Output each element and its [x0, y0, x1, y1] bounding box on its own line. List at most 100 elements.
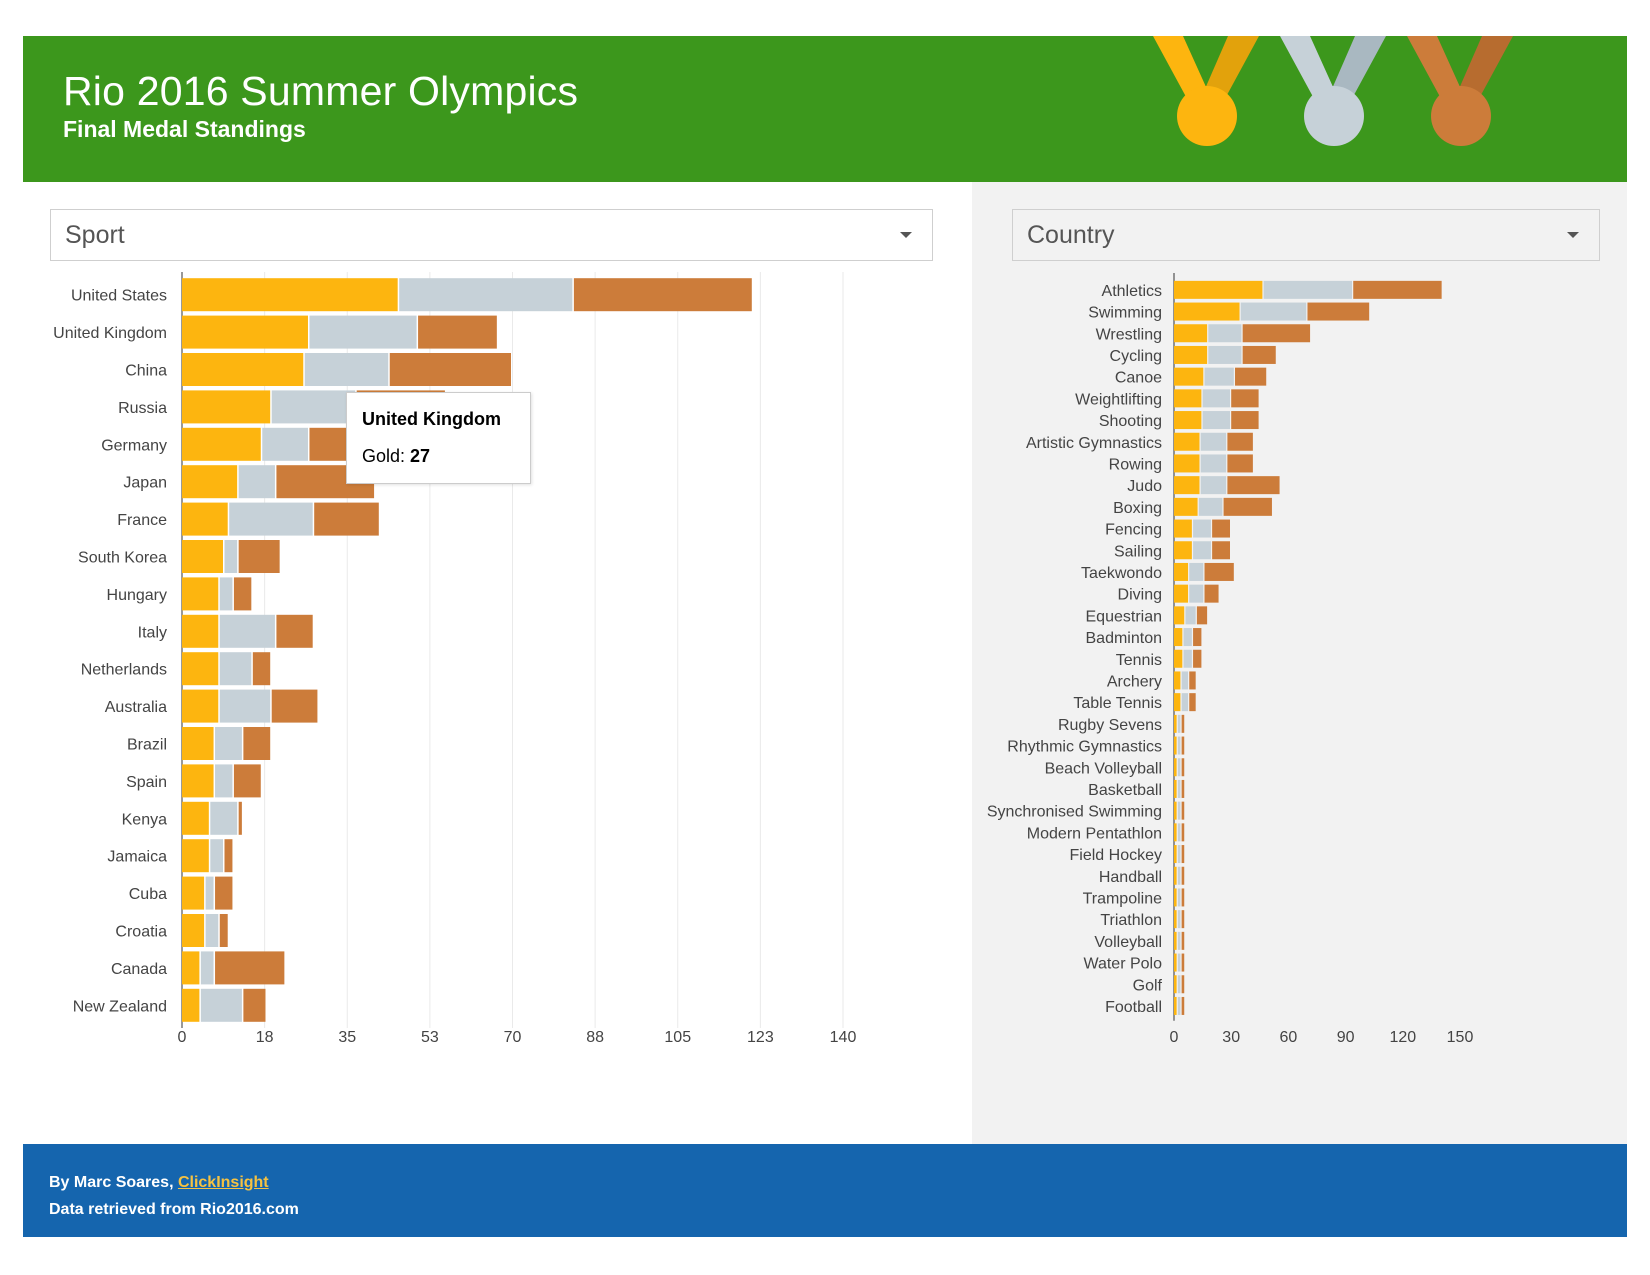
bar-swimming-silver[interactable] [1240, 302, 1307, 321]
bar-canoe-silver[interactable] [1204, 367, 1234, 386]
bar-table-tennis-silver[interactable] [1181, 693, 1189, 712]
bar-south-korea-gold[interactable] [182, 540, 223, 573]
bar-water-polo-silver[interactable] [1177, 953, 1181, 972]
bar-netherlands-bronze[interactable] [252, 652, 271, 686]
bar-rowing-silver[interactable] [1200, 454, 1227, 473]
bar-china-gold[interactable] [182, 353, 304, 386]
bar-boxing-gold[interactable] [1174, 497, 1198, 516]
bar-basketball-silver[interactable] [1177, 779, 1181, 798]
bar-france-gold[interactable] [182, 502, 228, 536]
bar-golf-silver[interactable] [1177, 975, 1181, 994]
bar-diving-bronze[interactable] [1204, 584, 1219, 603]
bar-wrestling-bronze[interactable] [1242, 324, 1311, 343]
bar-diving-silver[interactable] [1189, 584, 1204, 603]
bar-table-tennis-gold[interactable] [1174, 693, 1181, 712]
bar-boxing-bronze[interactable] [1223, 497, 1272, 516]
bar-netherlands-silver[interactable] [219, 652, 252, 686]
bar-brazil-silver[interactable] [215, 727, 242, 760]
bar-archery-silver[interactable] [1181, 671, 1189, 690]
bar-taekwondo-gold[interactable] [1174, 562, 1189, 581]
bar-spain-gold[interactable] [182, 764, 214, 798]
bar-modern-pentathlon-silver[interactable] [1177, 823, 1181, 842]
bar-sailing-silver[interactable] [1193, 541, 1211, 560]
bar-equestrian-gold[interactable] [1174, 606, 1185, 625]
bar-modern-pentathlon-bronze[interactable] [1181, 823, 1185, 842]
bar-hungary-gold[interactable] [182, 577, 219, 611]
bar-russia-gold[interactable] [182, 390, 271, 424]
bar-weightlifting-silver[interactable] [1202, 389, 1230, 408]
bar-football-gold[interactable] [1174, 996, 1177, 1015]
bar-new-zealand-gold[interactable] [182, 988, 200, 1022]
bar-weightlifting-bronze[interactable] [1231, 389, 1259, 408]
bar-australia-silver[interactable] [219, 689, 271, 723]
bar-jamaica-gold[interactable] [182, 839, 209, 873]
bar-cuba-gold[interactable] [182, 876, 205, 910]
bar-beach-volleyball-gold[interactable] [1174, 758, 1177, 777]
bar-south-korea-bronze[interactable] [238, 540, 280, 573]
bar-trampoline-bronze[interactable] [1181, 888, 1185, 907]
bar-trampoline-silver[interactable] [1177, 888, 1181, 907]
bar-rowing-gold[interactable] [1174, 454, 1200, 473]
bar-volleyball-bronze[interactable] [1181, 931, 1185, 950]
bar-tennis-silver[interactable] [1183, 649, 1192, 668]
bar-golf-bronze[interactable] [1181, 975, 1185, 994]
bar-swimming-bronze[interactable] [1307, 302, 1370, 321]
bar-italy-silver[interactable] [219, 614, 275, 648]
bar-judo-bronze[interactable] [1227, 476, 1280, 495]
sport-filter-dropdown[interactable]: Sport [50, 209, 933, 261]
bar-canoe-gold[interactable] [1174, 367, 1204, 386]
bar-shooting-silver[interactable] [1202, 411, 1230, 430]
bar-archery-gold[interactable] [1174, 671, 1181, 690]
bar-athletics-silver[interactable] [1263, 280, 1353, 299]
bar-football-silver[interactable] [1177, 996, 1181, 1015]
bar-germany-silver[interactable] [262, 427, 308, 461]
bar-sailing-gold[interactable] [1174, 541, 1192, 560]
bar-cycling-bronze[interactable] [1242, 345, 1276, 364]
bar-france-silver[interactable] [229, 502, 313, 536]
bar-rugby-sevens-bronze[interactable] [1181, 714, 1185, 733]
bar-australia-gold[interactable] [182, 689, 219, 723]
bar-synchronised-swimming-bronze[interactable] [1181, 801, 1185, 820]
bar-new-zealand-silver[interactable] [200, 988, 242, 1022]
bar-athletics-bronze[interactable] [1353, 280, 1442, 299]
bar-cycling-silver[interactable] [1208, 345, 1242, 364]
bar-cuba-silver[interactable] [205, 876, 214, 910]
bar-artistic-gymnastics-bronze[interactable] [1227, 432, 1253, 451]
bar-spain-silver[interactable] [215, 764, 233, 798]
bar-taekwondo-bronze[interactable] [1204, 562, 1234, 581]
bar-tennis-bronze[interactable] [1193, 649, 1202, 668]
bar-equestrian-bronze[interactable] [1196, 606, 1208, 625]
bar-golf-gold[interactable] [1174, 975, 1177, 994]
bar-basketball-bronze[interactable] [1181, 779, 1185, 798]
bar-south-korea-silver[interactable] [224, 540, 238, 573]
bar-weightlifting-gold[interactable] [1174, 389, 1202, 408]
bar-hungary-silver[interactable] [219, 577, 233, 611]
bar-canoe-bronze[interactable] [1235, 367, 1267, 386]
bar-water-polo-gold[interactable] [1174, 953, 1177, 972]
bar-triathlon-gold[interactable] [1174, 910, 1177, 929]
country-filter-dropdown[interactable]: Country [1012, 209, 1600, 261]
bar-synchronised-swimming-silver[interactable] [1177, 801, 1181, 820]
bar-canada-gold[interactable] [182, 951, 200, 985]
bar-modern-pentathlon-gold[interactable] [1174, 823, 1177, 842]
bar-badminton-bronze[interactable] [1193, 628, 1202, 647]
bar-boxing-silver[interactable] [1198, 497, 1223, 516]
bar-rugby-sevens-gold[interactable] [1174, 714, 1177, 733]
bar-artistic-gymnastics-silver[interactable] [1200, 432, 1227, 451]
bar-united-kingdom-bronze[interactable] [418, 315, 497, 349]
bar-kenya-silver[interactable] [210, 801, 238, 835]
bar-handball-silver[interactable] [1177, 866, 1181, 885]
bar-diving-gold[interactable] [1174, 584, 1189, 603]
bar-united-states-gold[interactable] [182, 278, 398, 312]
bar-australia-bronze[interactable] [271, 689, 318, 723]
bar-rhythmic-gymnastics-gold[interactable] [1174, 736, 1177, 755]
bar-swimming-gold[interactable] [1174, 302, 1240, 321]
bar-new-zealand-bronze[interactable] [243, 988, 266, 1022]
bar-synchronised-swimming-gold[interactable] [1174, 801, 1177, 820]
bar-cuba-bronze[interactable] [215, 876, 233, 910]
bar-canada-silver[interactable] [200, 951, 214, 985]
bar-equestrian-silver[interactable] [1185, 606, 1196, 625]
bar-trampoline-gold[interactable] [1174, 888, 1177, 907]
bar-france-bronze[interactable] [314, 502, 379, 536]
bar-brazil-bronze[interactable] [243, 727, 271, 760]
